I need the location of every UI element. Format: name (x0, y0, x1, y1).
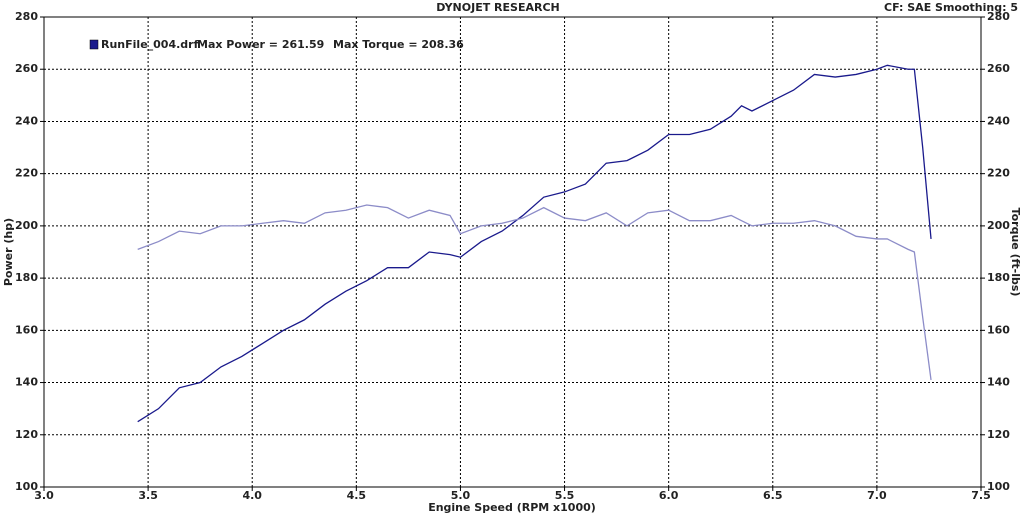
y-tick-label: 180 (15, 271, 38, 284)
plot-frame (43, 16, 982, 488)
x-axis-label: Engine Speed (RPM x1000) (428, 501, 596, 514)
y2-tick-label: 220 (987, 167, 1010, 180)
x-tick-label: 7.5 (971, 489, 991, 502)
legend-file: RunFile_004.drf (101, 38, 199, 51)
legend-swatch (89, 39, 99, 50)
y-tick-label: 140 (15, 376, 38, 389)
x-tick-label: 6.5 (763, 489, 783, 502)
y2-tick-label: 180 (987, 271, 1010, 284)
y-tick-label: 100 (15, 480, 38, 493)
chart-title: DYNOJET RESEARCH (436, 1, 559, 14)
series-line (137, 64, 932, 423)
y-tick-label: 200 (15, 219, 38, 232)
y-tick-label: 240 (15, 114, 38, 127)
y-tick-label: 280 (15, 10, 38, 23)
y2-tick-label: 100 (987, 480, 1010, 493)
x-tick-label: 5.0 (451, 489, 471, 502)
y-tick-label: 260 (15, 62, 38, 75)
x-tick-label: 3.0 (34, 489, 54, 502)
x-tick-label: 4.5 (347, 489, 367, 502)
x-tick-label: 7.0 (867, 489, 887, 502)
y2-tick-label: 240 (987, 114, 1010, 127)
y-tick-label: 160 (15, 323, 38, 336)
y2-tick-label: 140 (987, 376, 1010, 389)
y2-tick-label: 280 (987, 10, 1010, 23)
y-tick-label: 120 (15, 428, 38, 441)
chart-subtitle: CF: SAE Smoothing: 5 (884, 1, 1018, 14)
x-tick-label: 3.5 (138, 489, 158, 502)
y-tick-label: 220 (15, 167, 38, 180)
legend-max-torque: Max Torque = 208.36 (333, 38, 464, 51)
x-tick-label: 6.0 (659, 489, 679, 502)
series-line (137, 204, 932, 381)
y2-tick-label: 160 (987, 323, 1010, 336)
y2-tick-label: 120 (987, 428, 1010, 441)
y2-tick-label: 200 (987, 219, 1010, 232)
y-axis-label: Power (hp) (2, 218, 15, 286)
y2-axis-label: Torque (ft-lbs) (1009, 208, 1022, 297)
x-tick-label: 5.5 (555, 489, 575, 502)
y2-tick-label: 260 (987, 62, 1010, 75)
x-tick-label: 4.0 (242, 489, 262, 502)
legend-max-power: Max Power = 261.59 (197, 38, 324, 51)
